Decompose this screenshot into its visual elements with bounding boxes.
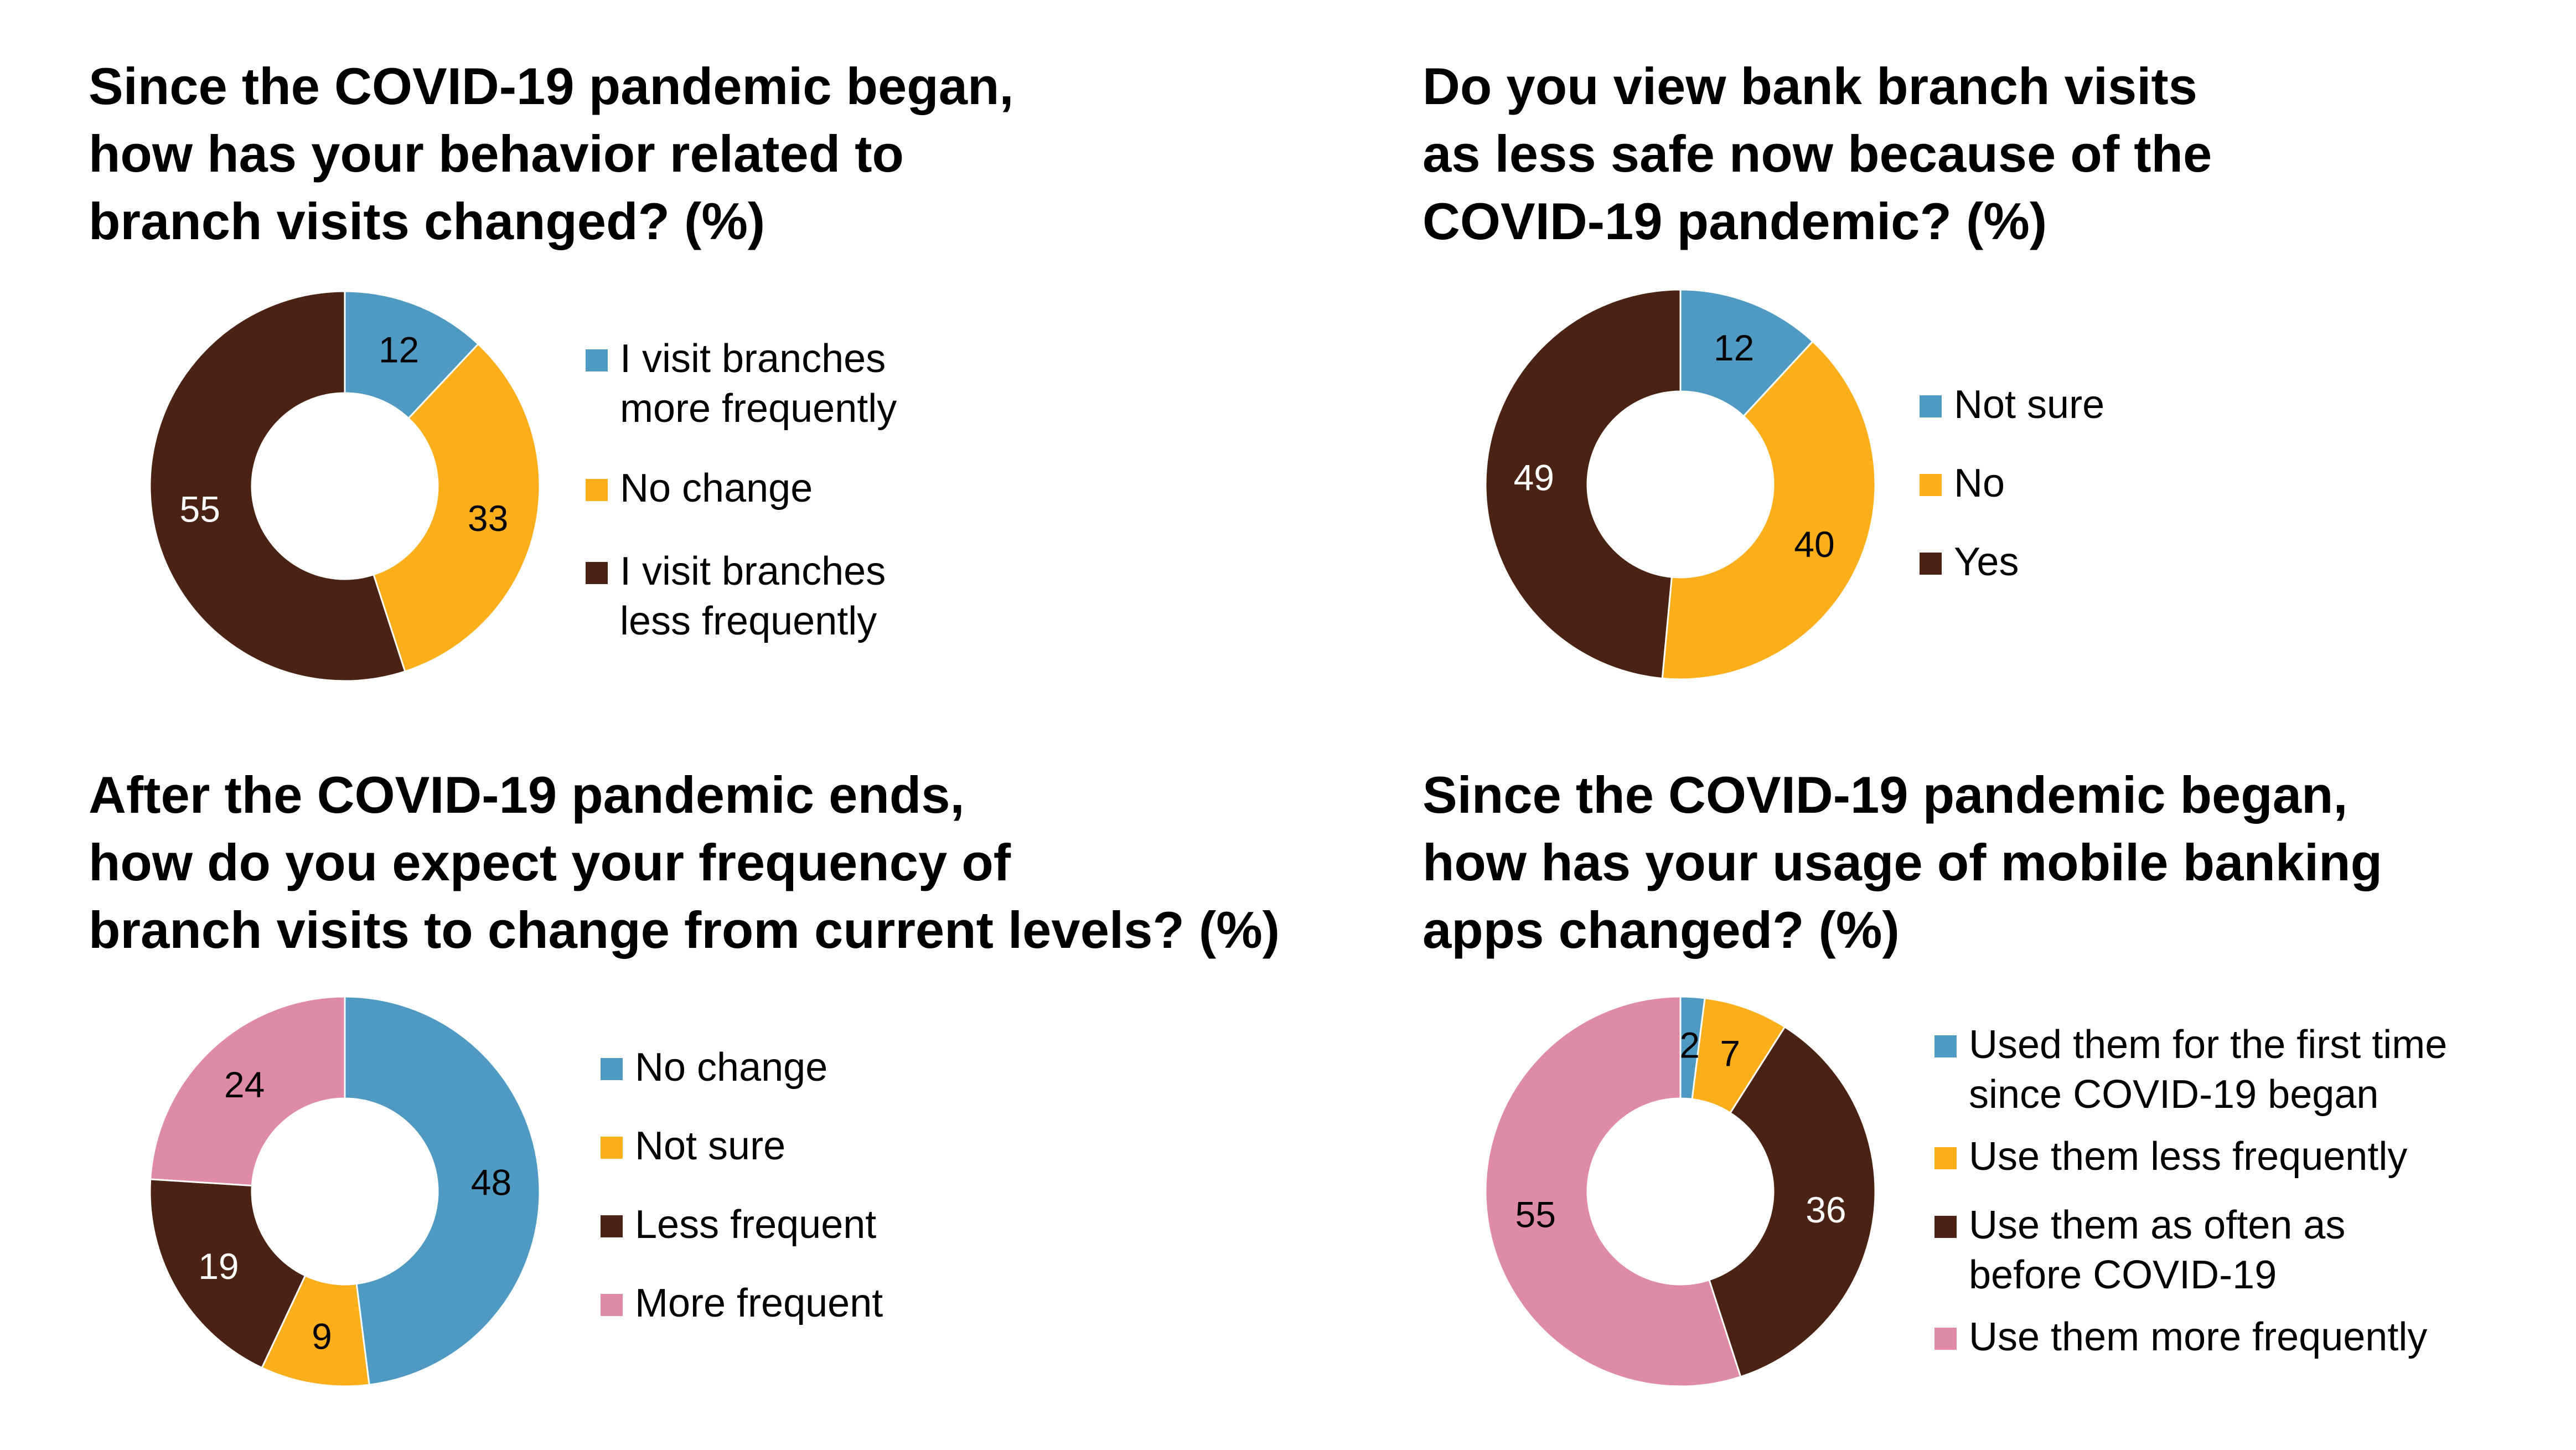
legend-label: since COVID-19 began <box>1969 1072 2379 1117</box>
slice-value-label: 7 <box>1720 1033 1740 1074</box>
legend-item: Yes <box>1920 537 2104 587</box>
legend-label: I visit branches <box>620 549 886 594</box>
legend-item: Use them more frequently <box>1934 1312 2447 1362</box>
donut-slice <box>1661 340 1876 680</box>
donut-slice <box>344 290 480 420</box>
chart-title-line: branch visits to change from current lev… <box>89 901 1280 959</box>
legend-item: Not sure <box>601 1121 883 1171</box>
chart-title-line: Since the COVID-19 pandemic began, <box>89 57 1014 115</box>
donut-slice <box>149 290 406 682</box>
donut-chart: 12 33 55 <box>149 290 541 682</box>
legend-label: Yes <box>1954 540 2019 584</box>
chart-title-line: how has your usage of mobile banking <box>1423 833 2382 891</box>
chart-title: Do you view bank branch visits as less s… <box>1423 53 2212 255</box>
legend-label: Not sure <box>1954 383 2105 427</box>
legend-label: Not sure <box>635 1124 786 1168</box>
donut-slice <box>149 1178 307 1369</box>
chart-title-line: how has your behavior related to <box>89 125 904 183</box>
chart-title-line: Do you view bank branch visits <box>1423 57 2197 115</box>
legend-swatch <box>1934 1035 1957 1057</box>
chart-title-line: COVID-19 pandemic? (%) <box>1423 192 2047 250</box>
slice-value-label: 49 <box>1514 457 1554 498</box>
donut-slice <box>1484 288 1682 680</box>
donut-slice <box>373 343 541 673</box>
donut-slice <box>1708 1025 1876 1378</box>
legend-item: No change <box>601 1043 883 1092</box>
donut-chart: 2 7 36 55 <box>1484 995 1876 1387</box>
chart-title-line: apps changed? (%) <box>1423 901 1900 959</box>
chart-legend: I visit branches more frequently No chan… <box>586 334 897 646</box>
legend-item: Less frequent <box>601 1200 883 1250</box>
legend-swatch <box>1934 1328 1957 1350</box>
donut-chart: 48 9 19 24 <box>149 995 541 1387</box>
legend-item: Use them as often as before COVID-19 <box>1934 1200 2447 1300</box>
legend-label: Less frequent <box>635 1203 877 1247</box>
chart-title-line: Since the COVID-19 pandemic began, <box>1423 766 2348 824</box>
slice-value-label: 33 <box>468 498 508 539</box>
legend-item: No <box>1920 458 2104 508</box>
slice-value-label: 19 <box>198 1246 239 1287</box>
legend-swatch <box>586 479 608 501</box>
chart-legend: Not sure No Yes <box>1920 380 2104 587</box>
chart-legend: Used them for the first time since COVID… <box>1934 1020 2447 1362</box>
slice-value-label: 12 <box>379 329 419 370</box>
slice-value-label: 2 <box>1679 1025 1700 1066</box>
legend-label: No change <box>635 1045 828 1090</box>
donut-slice <box>149 995 346 1187</box>
legend-swatch <box>601 1137 623 1159</box>
legend-swatch <box>1920 395 1942 417</box>
chart-title-line: how do you expect your frequency of <box>89 833 1011 891</box>
legend-label: before COVID-19 <box>1969 1253 2277 1297</box>
legend-label: No <box>1954 461 2005 505</box>
legend-item: More frequent <box>601 1278 883 1328</box>
legend-item: No change <box>586 463 897 513</box>
chart-title: Since the COVID-19 pandemic began, how h… <box>89 53 1014 255</box>
legend-swatch <box>601 1215 623 1237</box>
chart-title-line: as less safe now because of the <box>1423 125 2212 183</box>
slice-value-label: 55 <box>1515 1194 1556 1235</box>
chart-legend: No change Not sure Less frequent More fr… <box>601 1043 883 1328</box>
legend-swatch <box>1920 553 1942 575</box>
legend-swatch <box>601 1058 623 1080</box>
legend-swatch <box>1934 1216 1957 1238</box>
legend-label: I visit branches <box>620 337 886 381</box>
legend-label: less frequently <box>620 599 877 643</box>
slice-value-label: 36 <box>1806 1189 1846 1230</box>
legend-label: Used them for the first time <box>1969 1023 2448 1067</box>
chart-title: After the COVID-19 pandemic ends, how do… <box>89 761 1280 964</box>
legend-label: Use them as often as <box>1969 1203 2346 1247</box>
slice-value-label: 9 <box>312 1316 332 1357</box>
legend-item: Used them for the first time since COVID… <box>1934 1020 2447 1119</box>
legend-swatch <box>586 349 608 371</box>
legend-swatch <box>1934 1147 1957 1169</box>
donut-slice <box>1679 288 1814 417</box>
legend-label: No change <box>620 466 813 510</box>
legend-swatch <box>586 562 608 584</box>
donut-slice <box>1484 995 1742 1387</box>
slice-value-label: 40 <box>1794 524 1834 565</box>
slice-value-label: 24 <box>224 1064 265 1105</box>
donut-chart: 12 40 49 <box>1484 288 1876 680</box>
chart-title-line: branch visits changed? (%) <box>89 192 765 250</box>
chart-title-line: After the COVID-19 pandemic ends, <box>89 766 965 824</box>
slice-value-label: 12 <box>1714 327 1754 368</box>
legend-label: Use them less frequently <box>1969 1134 2408 1179</box>
slice-value-label: 55 <box>180 488 220 529</box>
legend-swatch <box>601 1294 623 1316</box>
donut-slice <box>344 995 541 1386</box>
slice-value-label: 48 <box>471 1162 511 1203</box>
legend-item: Use them less frequently <box>1934 1132 2447 1181</box>
legend-item: I visit branches more frequently <box>586 334 897 434</box>
legend-swatch <box>1920 474 1942 496</box>
legend-item: I visit branches less frequently <box>586 546 897 646</box>
legend-item: Not sure <box>1920 380 2104 430</box>
legend-label: Use them more frequently <box>1969 1315 2428 1359</box>
legend-label: More frequent <box>635 1281 883 1325</box>
legend-label: more frequently <box>620 386 897 431</box>
chart-title: Since the COVID-19 pandemic began, how h… <box>1423 761 2382 964</box>
